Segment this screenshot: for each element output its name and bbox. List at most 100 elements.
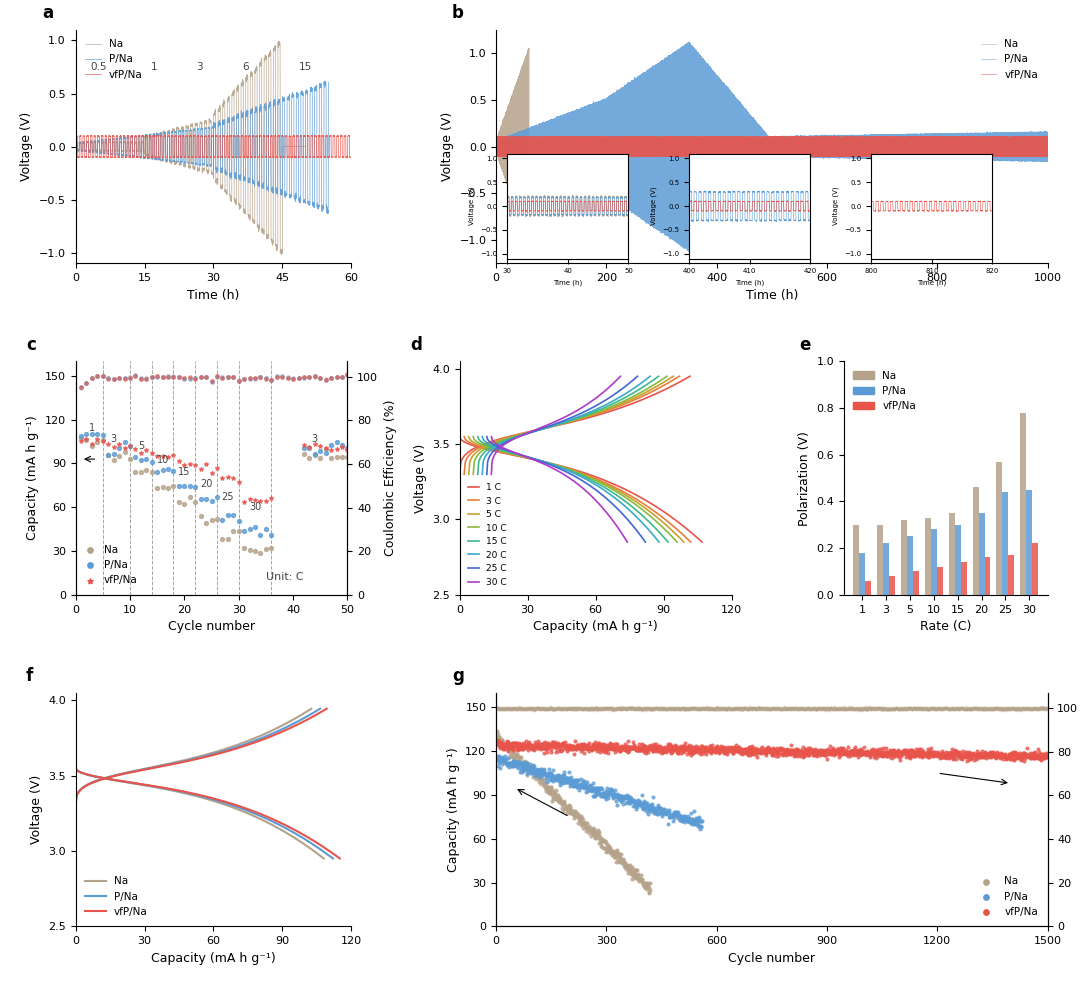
Point — [648, 700, 665, 716]
Point — [712, 700, 729, 716]
Point — [334, 369, 351, 384]
Point — [502, 756, 519, 772]
Point — [669, 701, 686, 717]
Point — [498, 739, 515, 755]
Point — [910, 744, 928, 760]
Point — [746, 700, 764, 716]
Point — [990, 748, 1008, 764]
Point — [604, 847, 621, 863]
Point — [701, 701, 718, 717]
Point — [731, 701, 748, 717]
Point — [585, 828, 603, 844]
Point — [1032, 700, 1050, 716]
Point — [732, 700, 750, 716]
Point — [961, 701, 978, 717]
Point — [915, 701, 932, 717]
Point — [889, 700, 906, 716]
Point — [748, 700, 766, 716]
Point — [966, 752, 983, 768]
Point — [947, 700, 964, 716]
Point — [740, 745, 757, 761]
Point — [748, 700, 766, 716]
Point — [732, 743, 750, 759]
Point — [948, 700, 966, 716]
Point — [958, 745, 975, 761]
Point — [919, 700, 936, 716]
Point — [801, 700, 819, 716]
Point — [642, 700, 659, 716]
Point — [505, 748, 523, 764]
Point — [810, 700, 827, 716]
Point — [1025, 745, 1042, 761]
Point — [721, 700, 739, 716]
Point — [758, 742, 775, 758]
Bar — [859, 553, 865, 595]
Point — [543, 701, 561, 717]
Point — [649, 806, 666, 822]
Point — [915, 700, 932, 716]
Point — [717, 745, 734, 761]
Point — [588, 700, 605, 716]
Bar — [1009, 555, 1014, 595]
Point — [611, 790, 629, 806]
Point — [621, 739, 638, 755]
Point — [289, 371, 307, 386]
Point — [718, 740, 735, 756]
Point — [1028, 701, 1045, 717]
Point — [494, 737, 511, 753]
Point — [885, 748, 902, 764]
Point — [789, 700, 807, 716]
Point — [735, 700, 753, 716]
Point — [1010, 700, 1027, 716]
Point — [511, 755, 528, 771]
Point — [572, 771, 590, 787]
Point — [742, 701, 759, 717]
Point — [813, 746, 831, 762]
Point — [591, 835, 608, 851]
Point — [538, 741, 555, 757]
Point — [171, 494, 188, 510]
Point — [552, 742, 569, 758]
Point — [517, 739, 535, 755]
Point — [726, 742, 743, 758]
Point — [852, 700, 869, 716]
Point — [515, 737, 532, 753]
Point — [583, 826, 600, 842]
Point — [208, 489, 226, 505]
Point — [559, 770, 577, 786]
Point — [595, 700, 612, 716]
Point — [658, 806, 675, 822]
Point — [543, 700, 561, 716]
Point — [219, 469, 237, 485]
Point — [637, 795, 654, 811]
Point — [1011, 745, 1028, 761]
Point — [943, 700, 960, 716]
Point — [969, 700, 986, 716]
Point — [649, 701, 666, 717]
Point — [606, 744, 623, 760]
Point — [513, 738, 530, 754]
Point — [922, 699, 940, 715]
Point — [648, 736, 665, 752]
Point — [1028, 700, 1045, 716]
Point — [724, 701, 741, 717]
Point — [818, 742, 835, 758]
Point — [566, 774, 583, 790]
Point — [559, 739, 577, 755]
Point — [863, 746, 880, 762]
Point — [672, 812, 689, 828]
Point — [1034, 700, 1051, 716]
Point — [939, 700, 956, 716]
Point — [812, 742, 829, 758]
Point — [603, 787, 620, 803]
Point — [689, 813, 706, 829]
Y-axis label: Polarization (V): Polarization (V) — [798, 430, 811, 526]
Point — [1003, 748, 1021, 764]
Point — [862, 747, 879, 763]
Point — [1005, 751, 1023, 767]
Point — [744, 738, 761, 754]
Point — [656, 700, 673, 716]
Point — [600, 783, 618, 799]
Point — [498, 700, 515, 716]
Point — [657, 804, 674, 820]
